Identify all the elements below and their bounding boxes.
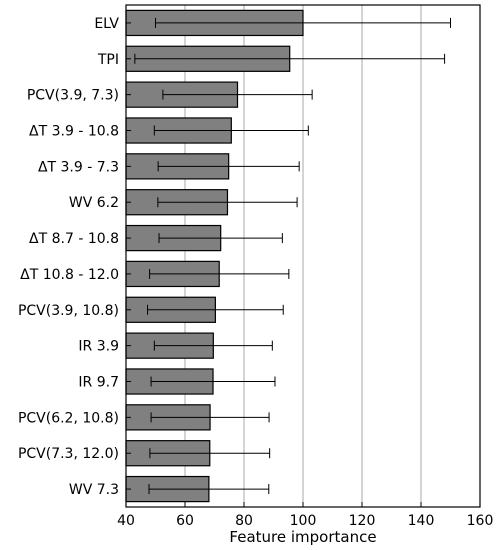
bars-group bbox=[125, 9, 304, 503]
y-category-label: PCV(7.3, 12.0) bbox=[18, 446, 119, 462]
y-category-label: PCV(6.2, 10.8) bbox=[18, 410, 119, 426]
x-tick-label: 120 bbox=[349, 513, 376, 529]
x-axis-title: Feature importance bbox=[229, 528, 376, 546]
y-category-label: WV 7.3 bbox=[69, 482, 119, 498]
y-category-label: IR 3.9 bbox=[78, 339, 119, 355]
y-category-label: PCV(3.9, 7.3) bbox=[27, 88, 119, 104]
x-tick-label: 100 bbox=[290, 513, 317, 529]
x-tick-label: 60 bbox=[176, 513, 194, 529]
y-category-label: ΔT 3.9 - 7.3 bbox=[38, 159, 119, 175]
y-axis-category-labels: ELV TPI PCV(3.9, 7.3) ΔT 3.9 - 10.8 ΔT 3.9 -… bbox=[18, 16, 131, 498]
y-category-label: TPI bbox=[97, 52, 119, 68]
error-bars-group bbox=[134, 17, 451, 495]
x-axis-ticks: 40 60 80 100 120 140 160 bbox=[117, 502, 493, 529]
y-category-label: ΔT 3.9 - 10.8 bbox=[29, 124, 119, 140]
x-tick-label: 40 bbox=[117, 513, 135, 529]
x-tick-label: 80 bbox=[235, 513, 253, 529]
y-category-label: IR 9.7 bbox=[78, 375, 119, 391]
grid-lines bbox=[184, 5, 422, 507]
y-category-label: ΔT 10.8 - 12.0 bbox=[20, 267, 119, 283]
y-category-label: WV 6.2 bbox=[69, 195, 119, 211]
x-tick-label: 140 bbox=[408, 513, 435, 529]
y-category-label: ΔT 8.7 - 10.8 bbox=[29, 231, 119, 247]
x-tick-label: 160 bbox=[467, 513, 494, 529]
y-category-label: ELV bbox=[94, 16, 119, 32]
y-category-label: PCV(3.9, 10.8) bbox=[18, 303, 119, 319]
